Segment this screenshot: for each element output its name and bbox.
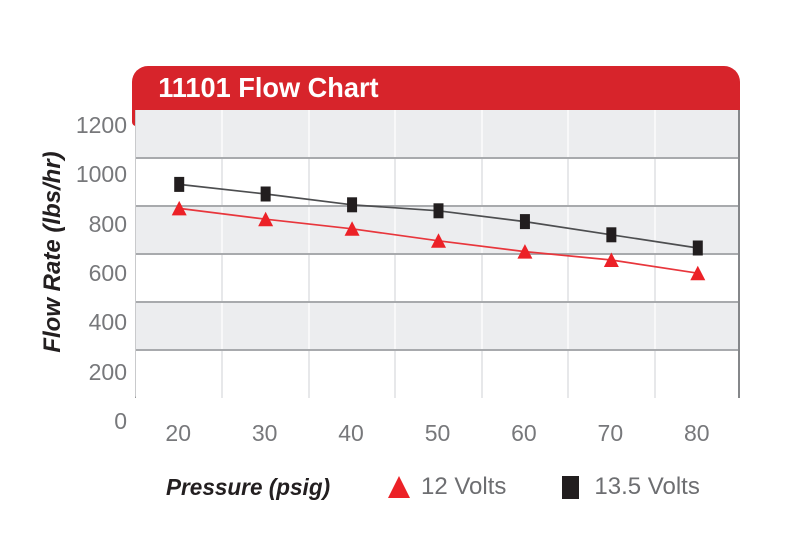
legend-label: 13.5 Volts (594, 473, 700, 500)
plot-area (135, 110, 740, 398)
square-data-point-marker (692, 240, 703, 256)
vertical-gridline (394, 110, 397, 158)
plot-band (136, 110, 738, 158)
y-tick-label: 400 (88, 309, 127, 336)
x-tick-label: 80 (683, 420, 710, 446)
x-tick-label: 30 (251, 420, 278, 446)
legend-triangle-icon (388, 476, 410, 498)
data-series-layer (171, 176, 706, 281)
vertical-gridline (307, 350, 310, 398)
vertical-gridline (394, 302, 397, 350)
vertical-gridline (653, 254, 656, 302)
vertical-gridline (394, 206, 397, 254)
vertical-gridline (653, 206, 656, 254)
vertical-gridline (221, 206, 224, 254)
plot-band (136, 158, 738, 206)
y-tick-label: 600 (88, 259, 127, 286)
banner-left-tab (132, 110, 137, 126)
triangle-data-point-marker (517, 244, 533, 259)
square-data-point-marker (606, 227, 617, 243)
vertical-gridline (221, 110, 224, 158)
vertical-gridline (653, 302, 656, 350)
x-tick-label: 60 (511, 420, 537, 446)
vertical-gridline (480, 302, 483, 350)
vertical-gridline (221, 158, 224, 206)
square-data-point-marker (519, 214, 530, 230)
vertical-gridline (567, 158, 570, 206)
chart-legend: 12 Volts 13.5 Volts (388, 470, 700, 504)
vertical-gridline (653, 350, 656, 398)
vertical-gridline (480, 254, 483, 302)
horizontal-gridline (136, 157, 738, 159)
vertical-gridline (567, 254, 570, 302)
vertical-gridline (307, 206, 310, 254)
y-tick-label: 0 (114, 407, 127, 434)
x-tick-label: 20 (165, 420, 191, 446)
plot-band (136, 350, 738, 398)
horizontal-gridline (136, 301, 738, 303)
y-tick-label: 1200 (75, 112, 127, 138)
vertical-gridline (394, 254, 397, 302)
vertical-gridline (653, 110, 656, 158)
vertical-gridline (567, 302, 570, 350)
horizontal-gridline (136, 349, 738, 351)
square-data-point-marker (174, 176, 185, 192)
y-tick-label: 200 (88, 358, 127, 385)
vertical-gridline (221, 254, 224, 302)
triangle-data-point-marker (344, 221, 360, 236)
x-tick-label: 50 (424, 420, 451, 446)
triangle-data-point-marker (171, 200, 187, 216)
legend-item: 13.5 Volts (562, 473, 700, 501)
y-tick-label: 1000 (75, 161, 127, 188)
x-tick-label: 70 (597, 420, 624, 446)
vertical-gridline (221, 302, 224, 350)
vertical-gridline (653, 158, 656, 206)
triangle-data-point-marker (258, 211, 274, 227)
y-tick-label: 800 (88, 210, 127, 237)
vertical-gridline (394, 158, 397, 206)
legend-label: 12 Volts (421, 473, 507, 500)
vertical-gridline (480, 110, 483, 158)
horizontal-gridline (136, 253, 738, 255)
vertical-gridline (480, 206, 483, 254)
plot-band (136, 302, 738, 350)
x-tick-label: 40 (338, 420, 364, 446)
square-data-point-marker (433, 203, 444, 219)
square-data-point-marker (260, 186, 271, 202)
chart-title: 11101 Flow Chart (158, 72, 379, 103)
vertical-gridline (221, 350, 224, 398)
vertical-gridline (480, 158, 483, 206)
vertical-gridline (567, 350, 570, 398)
legend-square-icon (562, 475, 580, 499)
vertical-gridline (307, 254, 310, 302)
triangle-data-point-marker (431, 233, 446, 248)
vertical-gridline (307, 302, 310, 350)
chart-title-banner: 11101 Flow Chart (132, 66, 740, 110)
vertical-gridline (307, 110, 310, 158)
vertical-gridline (480, 350, 483, 398)
legend-item: 12 Volts (388, 473, 506, 501)
vertical-gridline (567, 110, 570, 158)
vertical-gridline (307, 158, 310, 206)
square-data-point-marker (347, 197, 358, 213)
plot-band (136, 254, 738, 302)
x-axis-title: Pressure (psig) (166, 474, 331, 500)
triangle-data-point-marker (690, 265, 706, 281)
triangle-data-point-marker (603, 252, 619, 267)
vertical-gridline (567, 206, 570, 254)
vertical-gridline (394, 350, 397, 398)
